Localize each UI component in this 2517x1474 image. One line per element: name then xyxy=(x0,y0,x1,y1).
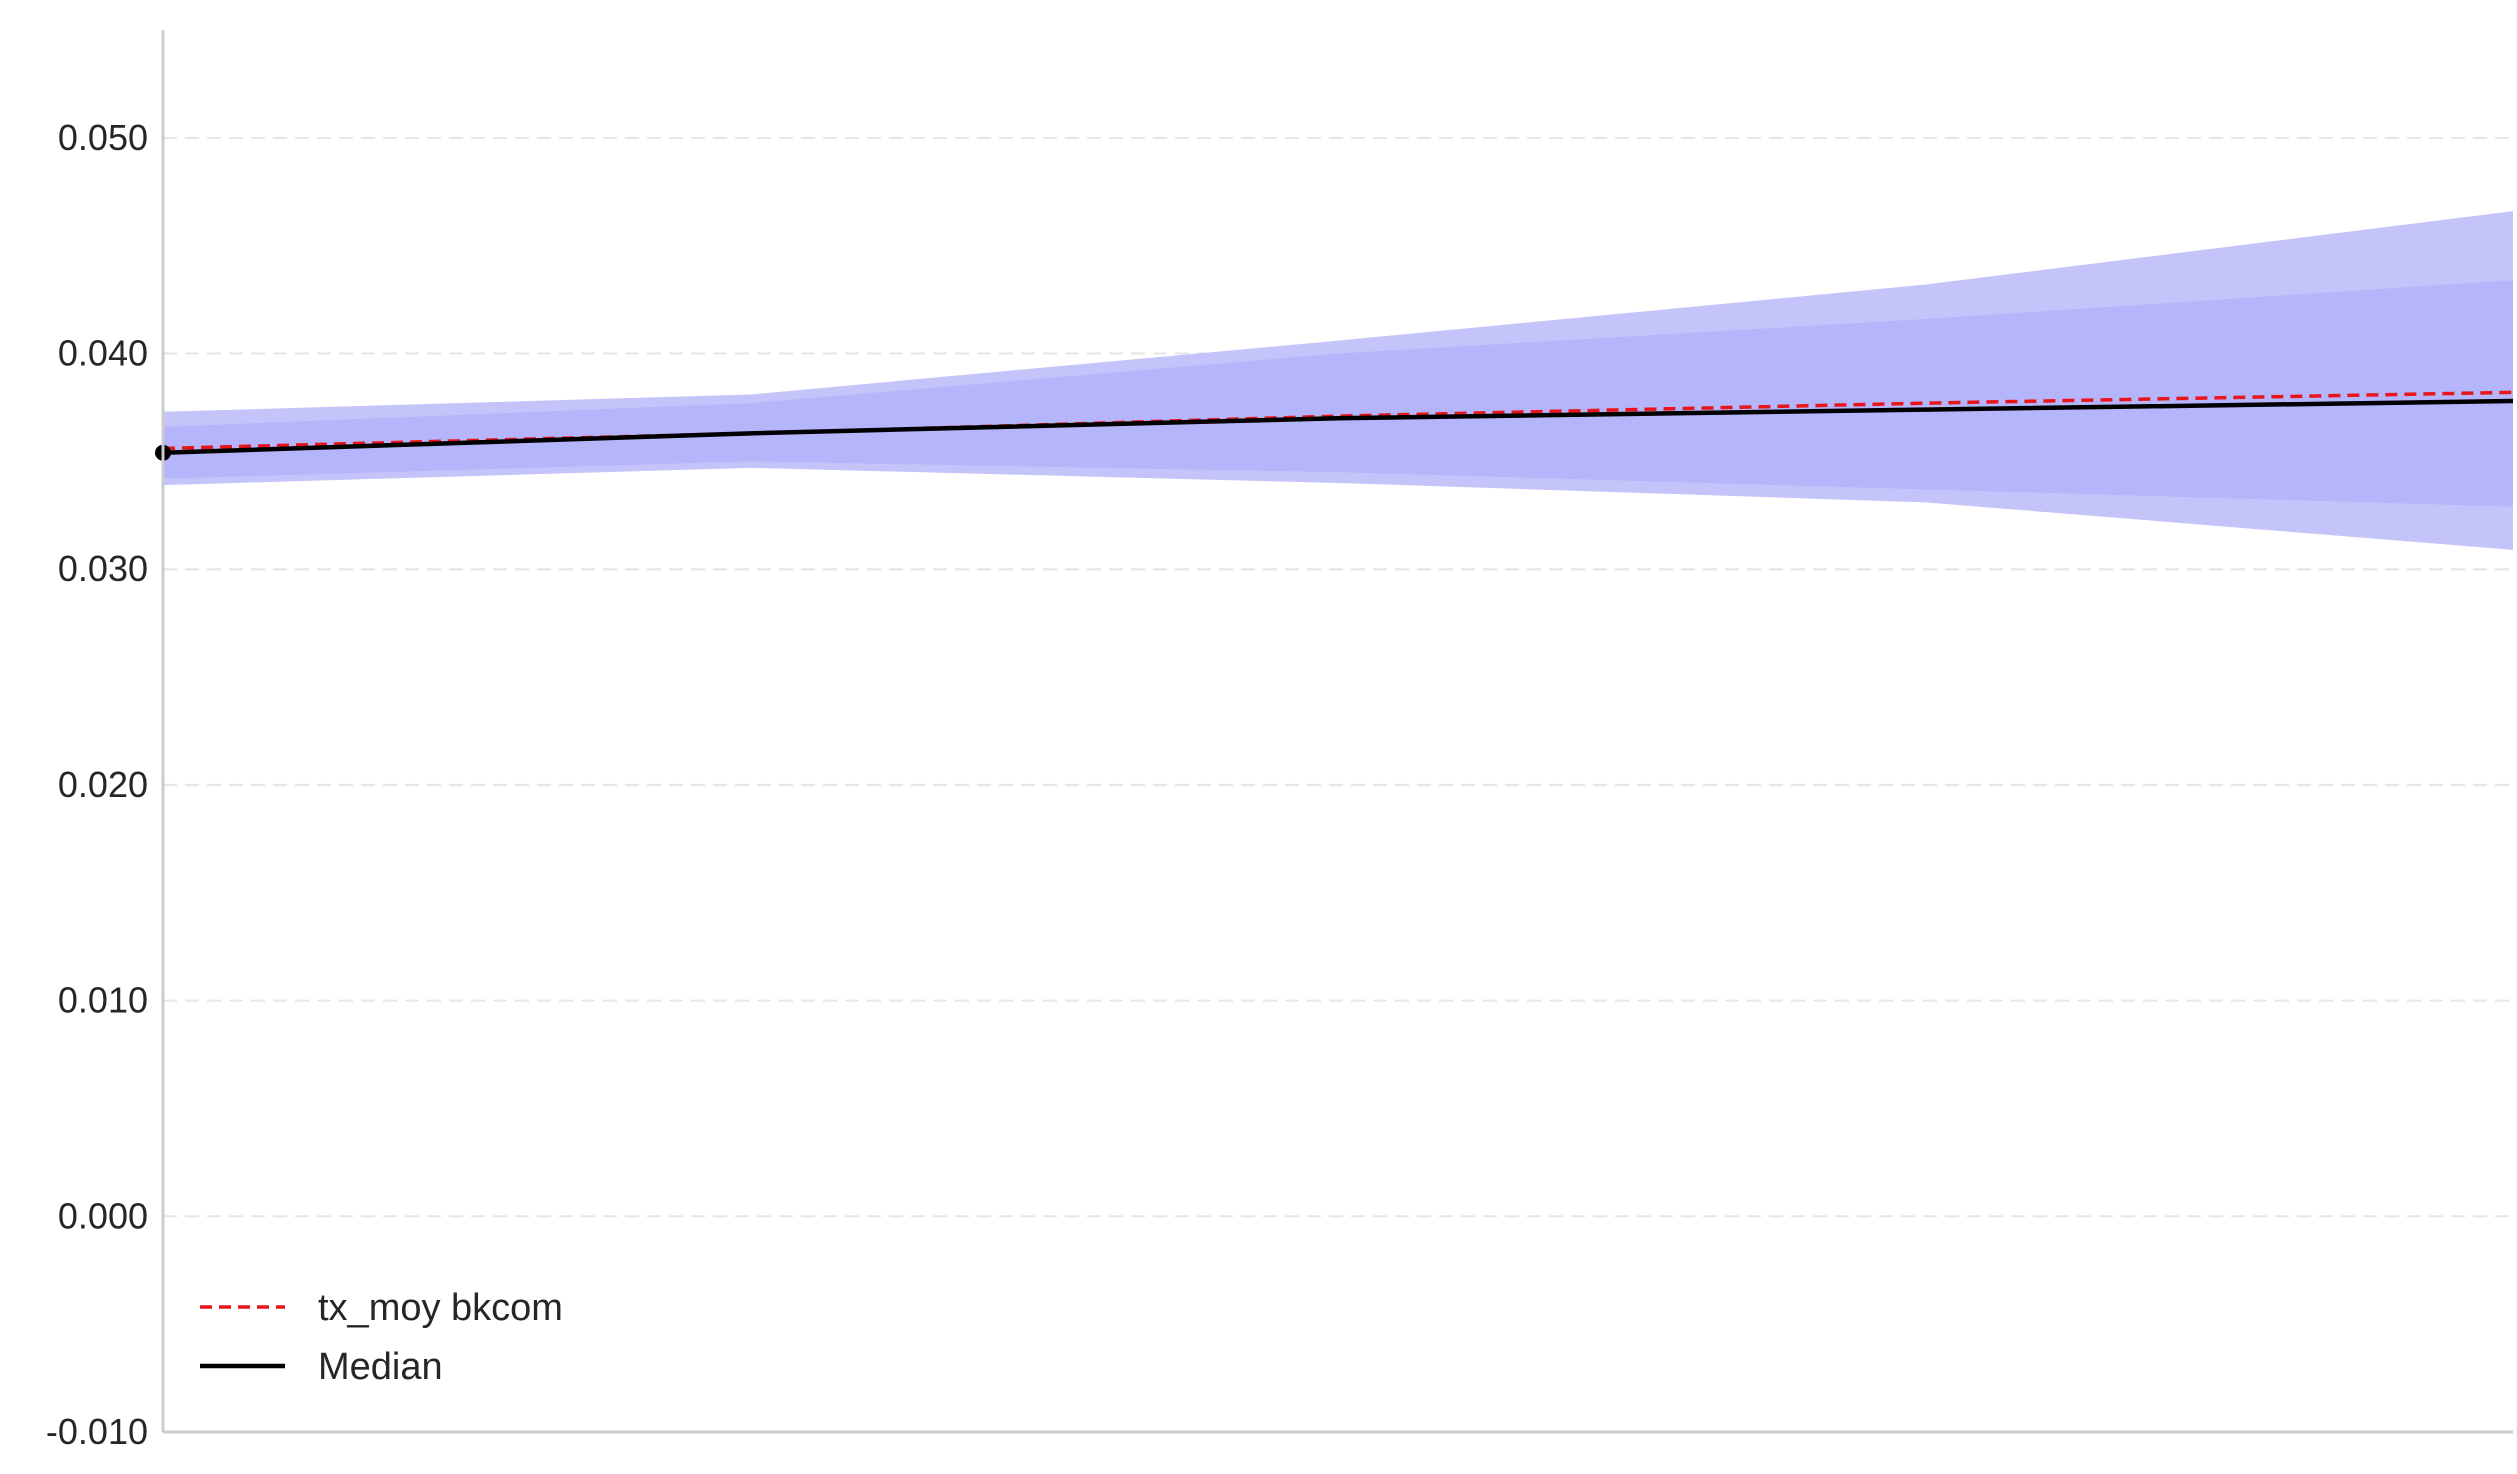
y-tick-label: 0.000 xyxy=(58,1195,148,1236)
y-tick-label: 0.010 xyxy=(58,980,148,1021)
legend: tx_moy bkcom Median xyxy=(200,1287,563,1388)
y-tick-label: 0.050 xyxy=(58,117,148,158)
y-tick-label: 0.030 xyxy=(58,548,148,589)
legend-label: Median xyxy=(318,1346,443,1388)
axes xyxy=(161,30,2513,1434)
y-tick-label: 0.020 xyxy=(58,764,148,805)
series-line-median xyxy=(162,398,2514,456)
confidence-band-2 xyxy=(163,280,2513,507)
y-tick-labels: -0.010 0.000 0.010 0.020 0.030 0.040 0.050 xyxy=(46,117,148,1452)
y-tick-label: 0.040 xyxy=(58,333,148,374)
legend-label: tx_moy bkcom xyxy=(318,1287,563,1329)
y-tick-label: -0.010 xyxy=(46,1411,148,1452)
confidence-bands xyxy=(163,211,2513,550)
